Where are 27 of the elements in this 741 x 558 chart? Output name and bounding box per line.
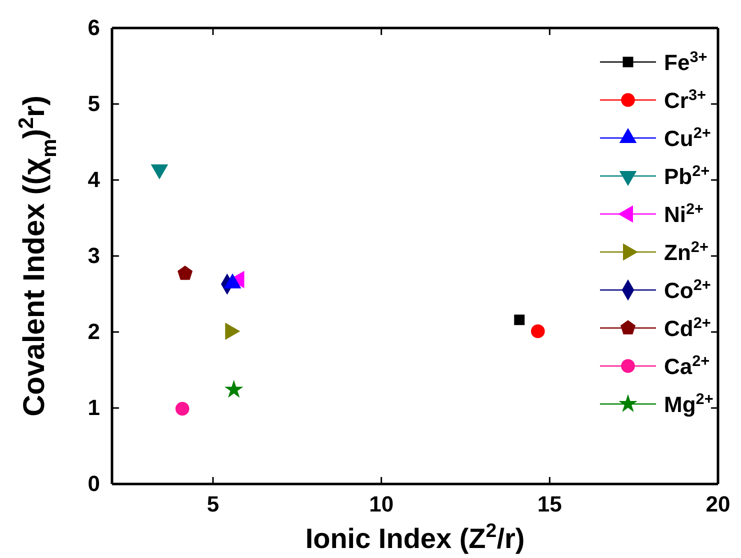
- x-tick-label: 20: [706, 492, 730, 517]
- y-tick-label: 3: [88, 243, 100, 268]
- point: [530, 324, 545, 338]
- point: [224, 380, 244, 398]
- y-tick-label: 2: [88, 319, 100, 344]
- y-tick-label: 4: [88, 167, 101, 192]
- legend-label: Ni$^{2+}$: [664, 200, 704, 227]
- legend-label: Cd$^{2+}$: [664, 314, 711, 341]
- legend-label: Cu$^{2+}$: [664, 124, 711, 151]
- point: [178, 266, 193, 280]
- x-tick-label: 5: [206, 492, 220, 517]
- x-axis-title: Ionic Index (Z$^{2}$/r): [305, 520, 525, 554]
- x-tick-label: 10: [369, 492, 394, 517]
- x-tick-label: 15: [537, 492, 562, 517]
- legend-label: Cr$^{3+}$: [664, 86, 706, 113]
- legend-label: Zn$^{2+}$: [664, 238, 708, 265]
- legend-label: Co$^{2+}$: [664, 276, 711, 303]
- legend-label: Ca$^{2+}$: [664, 352, 710, 379]
- y-tick-label: 0: [88, 471, 100, 496]
- legend-label: Mg$^{2+}$: [664, 390, 714, 417]
- y-tick-label: 6: [88, 15, 100, 40]
- y-tick-label: 5: [88, 91, 100, 116]
- legend-label: Pb$^{2+}$: [664, 162, 710, 189]
- point: [175, 402, 190, 416]
- legend-label: Fe$^{3+}$: [664, 48, 708, 75]
- y-tick-label: 1: [88, 395, 100, 420]
- point: [514, 314, 525, 326]
